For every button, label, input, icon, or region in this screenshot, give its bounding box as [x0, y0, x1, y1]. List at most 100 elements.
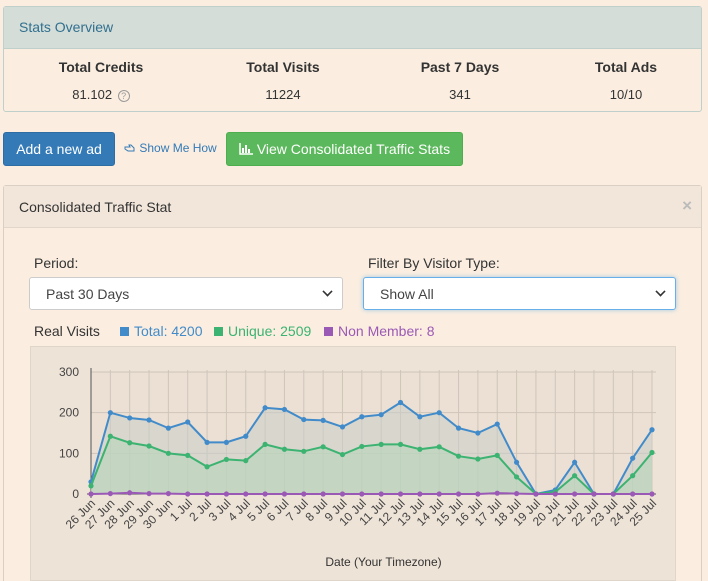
stat-value: 11224 — [265, 87, 301, 102]
data-point-non-member — [320, 491, 326, 497]
data-point-non-member — [417, 491, 423, 497]
period-select[interactable]: Past 30 Days — [29, 277, 343, 310]
data-point-unique — [397, 441, 404, 447]
data-point-non-member — [339, 491, 346, 497]
stat-label: Total Credits — [58, 59, 144, 75]
data-point-total — [649, 427, 655, 433]
data-point-total — [127, 415, 133, 421]
bar-chart-icon — [239, 143, 253, 155]
legend-title: Real Visits — [34, 323, 100, 339]
help-icon[interactable]: ? — [117, 89, 130, 102]
data-point-non-member — [397, 491, 404, 497]
data-point-total — [378, 412, 384, 418]
data-point-non-member — [107, 490, 113, 497]
data-point-total — [165, 425, 171, 431]
data-point-total — [223, 439, 230, 445]
data-point-total — [146, 417, 152, 423]
data-point-non-member — [494, 490, 500, 496]
data-point-non-member — [359, 491, 365, 497]
y-tick-label: 300 — [59, 365, 79, 379]
series-area-unique — [91, 436, 652, 494]
legend-item-total[interactable]: Total: 4200 — [120, 323, 203, 339]
data-point-unique — [281, 446, 288, 452]
data-point-unique — [107, 433, 113, 439]
period-label: Period: — [34, 255, 79, 271]
data-point-unique — [320, 444, 326, 450]
data-point-non-member — [591, 491, 597, 497]
stat-total-credits: Total Credits 81.102 ? — [21, 59, 181, 102]
data-point-total — [320, 417, 326, 423]
data-point-total — [359, 414, 365, 420]
show-me-how-link[interactable]: Show Me How — [124, 141, 217, 155]
stat-value: 10/10 — [609, 87, 643, 102]
filter-label: Filter By Visitor Type: — [368, 255, 500, 271]
data-point-non-member — [533, 491, 539, 497]
close-icon[interactable]: × — [682, 196, 692, 215]
data-point-non-member — [572, 491, 578, 497]
data-point-total — [339, 424, 346, 430]
data-point-unique — [417, 446, 423, 452]
legend-swatch — [324, 326, 333, 336]
data-point-unique — [185, 452, 191, 458]
legend-swatch — [120, 326, 129, 336]
data-point-unique — [649, 449, 655, 456]
legend-item-non-member[interactable]: Non Member: 8 — [324, 323, 434, 339]
data-point-unique — [339, 451, 346, 458]
data-point-total — [630, 455, 636, 461]
series-line-unique — [90, 435, 653, 496]
data-point-non-member — [88, 491, 94, 497]
data-point-unique — [455, 453, 462, 459]
data-point-unique — [359, 443, 365, 450]
stat-value: 341 — [449, 87, 471, 102]
data-point-unique — [475, 456, 481, 462]
data-point-non-member — [223, 491, 230, 497]
data-point-unique — [223, 456, 230, 463]
data-point-unique — [262, 441, 268, 447]
legend-item-unique[interactable]: Unique: 2509 — [214, 323, 311, 339]
data-point-unique — [572, 473, 578, 479]
stats-overview-title: Stats Overview — [4, 7, 701, 49]
view-stats-label: View Consolidated Traffic Stats — [256, 141, 451, 157]
visitor-type-select[interactable]: Show All — [363, 277, 676, 310]
add-new-ad-button[interactable]: Add a new ad — [3, 132, 115, 166]
chevron-down-icon — [655, 286, 666, 297]
legend-label: Non Member: 8 — [338, 323, 435, 339]
data-point-total — [185, 419, 191, 425]
data-point-total — [301, 416, 307, 423]
stat-total-ads: Total Ads 10/10 — [546, 59, 706, 102]
data-point-non-member — [378, 491, 384, 497]
data-point-total — [475, 430, 481, 436]
data-point-total — [107, 410, 113, 416]
data-point-total — [397, 399, 404, 406]
y-tick-label: 100 — [59, 446, 79, 460]
visitor-type-selected-value: Show All — [380, 286, 434, 302]
data-point-unique — [378, 441, 384, 447]
stat-label: Total Ads — [594, 59, 658, 75]
data-point-non-member — [146, 490, 152, 497]
traffic-chart: 0 100 200 300 26 Jun 27 Jun 28 Jun 29 Jun 30 Jun… — [30, 346, 676, 581]
view-consolidated-stats-button[interactable]: View Consolidated Traffic Stats — [226, 132, 463, 166]
data-point-unique — [204, 464, 210, 470]
data-point-non-member — [204, 491, 210, 497]
data-point-non-member — [630, 491, 636, 497]
legend-label: Unique: 2509 — [228, 323, 312, 339]
data-point-total — [243, 433, 249, 439]
data-point-non-member — [301, 491, 307, 497]
data-point-non-member — [649, 491, 655, 497]
data-point-non-member — [185, 491, 191, 497]
data-point-unique — [494, 452, 500, 458]
series-line-non-member — [90, 491, 652, 495]
data-point-unique — [243, 458, 249, 464]
data-point-unique — [436, 444, 442, 450]
stat-label: Past 7 Days — [420, 59, 500, 75]
legend-label: Total: 4200 — [134, 323, 203, 339]
data-point-unique — [88, 483, 94, 489]
chevron-down-icon — [322, 286, 333, 297]
data-point-unique — [127, 440, 133, 446]
data-point-total — [494, 421, 500, 427]
data-point-non-member — [436, 491, 442, 497]
data-point-non-member — [243, 491, 249, 497]
data-point-unique — [513, 474, 520, 480]
data-point-unique — [301, 448, 307, 454]
data-point-non-member — [475, 491, 481, 497]
